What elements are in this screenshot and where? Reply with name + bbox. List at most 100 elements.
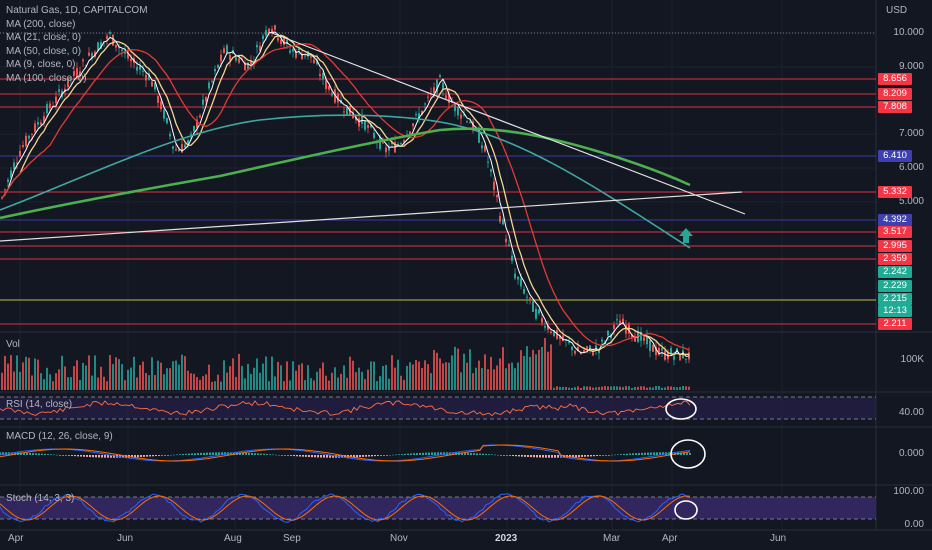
price-tag[interactable]: 3.517 xyxy=(878,226,912,238)
macd-histogram-bar xyxy=(362,455,364,457)
legend-ma100[interactable]: MA (100, close, 0) xyxy=(6,72,87,84)
candle-body xyxy=(100,42,102,49)
price-tag[interactable]: 2.995 xyxy=(878,240,912,252)
date-label: Mar xyxy=(603,533,621,544)
legend-ma200[interactable]: MA (200, close) xyxy=(6,18,76,30)
macd-histogram-bar xyxy=(281,455,283,456)
volume-bar xyxy=(430,373,432,390)
macd-histogram-bar xyxy=(602,455,604,456)
price-tag[interactable]: 5.332 xyxy=(878,186,912,198)
candle-body xyxy=(574,350,576,354)
price-tag[interactable]: 2.215 xyxy=(878,293,912,305)
symbol-title[interactable]: Natural Gas, 1D, CAPITALCOM xyxy=(6,5,148,16)
rsi-pane-title[interactable]: RSI (14, close) xyxy=(6,399,73,410)
candle-body xyxy=(619,320,621,325)
macd-histogram-bar xyxy=(122,455,124,458)
macd-pane-title[interactable]: MACD (12, 26, close, 9) xyxy=(6,431,113,442)
volume-bar xyxy=(460,372,462,390)
macd-circle-annotation xyxy=(670,439,706,469)
macd-histogram-bar xyxy=(260,453,262,455)
stoch-pane-title[interactable]: Stoch (14, 3, 3) xyxy=(6,493,75,504)
price-tag[interactable]: 8.209 xyxy=(878,88,912,100)
candle-body xyxy=(313,59,315,64)
volume-bar xyxy=(499,358,501,390)
candle-body xyxy=(292,48,294,52)
price-tag[interactable]: 4.392 xyxy=(878,214,912,226)
trendlines[interactable] xyxy=(0,32,746,242)
date-label: Jun xyxy=(117,533,134,544)
volume-bar xyxy=(586,386,588,390)
candle-body xyxy=(256,44,258,48)
volume-bar xyxy=(136,377,138,390)
candle-body xyxy=(259,45,261,52)
volume-bar xyxy=(100,366,102,390)
macd-histogram-bar xyxy=(476,453,478,455)
vol-pane-title[interactable]: Vol xyxy=(6,339,20,350)
volume-bar xyxy=(688,386,690,390)
macd-histogram-bar xyxy=(389,454,391,456)
volume-bar xyxy=(610,386,612,390)
candle-body xyxy=(664,350,666,360)
date-label: Apr xyxy=(8,533,24,544)
candle-body xyxy=(499,216,501,222)
volume-bar xyxy=(322,362,324,390)
macd-histogram-bar xyxy=(521,455,523,457)
candle-body xyxy=(49,103,51,109)
macd-histogram-bar xyxy=(179,454,181,455)
macd-histogram-bar xyxy=(215,452,217,455)
macd-histogram-bar xyxy=(167,455,169,456)
macd-histogram-bar xyxy=(377,455,379,456)
macd-histogram-bar xyxy=(365,455,367,457)
price-tag[interactable]: 2.211 xyxy=(878,318,912,330)
volume-bar xyxy=(124,380,126,390)
candle-body xyxy=(442,82,444,90)
candle-body xyxy=(487,161,489,163)
macd-histogram-bar xyxy=(26,452,28,455)
volume-bar xyxy=(46,367,48,390)
price-tag[interactable]: 12:13 xyxy=(878,305,912,317)
macd-histogram-bar xyxy=(359,455,361,458)
candle-body xyxy=(16,162,18,164)
macd-histogram-bar xyxy=(590,455,592,457)
macd-histogram-bar xyxy=(437,452,439,455)
volume-bar xyxy=(205,374,207,390)
macd-histogram-bar xyxy=(554,455,556,458)
price-tag[interactable]: 6.410 xyxy=(878,150,912,162)
candle-body xyxy=(688,352,690,360)
price-tag[interactable]: 2.242 xyxy=(878,266,912,278)
candle-body xyxy=(172,146,174,149)
price-tag[interactable]: 7.808 xyxy=(878,101,912,113)
candle-body xyxy=(433,87,435,94)
volume-bar xyxy=(529,356,531,390)
candle-body xyxy=(556,330,558,339)
price-tag[interactable]: 8.656 xyxy=(878,73,912,85)
volume-bar xyxy=(382,366,384,390)
candle-body xyxy=(424,103,426,105)
vol-tick: 100K xyxy=(900,354,924,365)
macd-histogram-bar xyxy=(155,455,157,457)
macd-histogram-bar xyxy=(404,453,406,455)
currency-label[interactable]: USD xyxy=(886,5,908,16)
volume-bar xyxy=(544,338,546,390)
price-tag[interactable]: 2.229 xyxy=(878,280,912,292)
macd-histogram-bar xyxy=(203,452,205,455)
volume-bar xyxy=(535,354,537,390)
legend-ma21[interactable]: MA (21, close, 0) xyxy=(6,32,82,43)
candle-body xyxy=(634,335,636,342)
volume-bar xyxy=(685,386,687,390)
macd-histogram-bar xyxy=(392,454,394,456)
macd-histogram-bar xyxy=(230,452,232,455)
arrow-up-icon[interactable] xyxy=(679,228,693,243)
volume-bar xyxy=(334,367,336,390)
price-tag[interactable]: 2.359 xyxy=(878,253,912,265)
legend-ma50[interactable]: MA (50, close, 0) xyxy=(6,45,82,57)
volume-bar xyxy=(220,381,222,390)
macd-histogram-bar xyxy=(65,455,67,456)
macd-histogram-bar xyxy=(593,455,595,457)
candle-body xyxy=(541,318,543,323)
volume-bar xyxy=(301,363,303,390)
legend-ma9[interactable]: MA (9, close, 0) xyxy=(6,59,76,70)
macd-histogram-bar xyxy=(623,453,625,455)
annotations[interactable] xyxy=(665,228,706,520)
